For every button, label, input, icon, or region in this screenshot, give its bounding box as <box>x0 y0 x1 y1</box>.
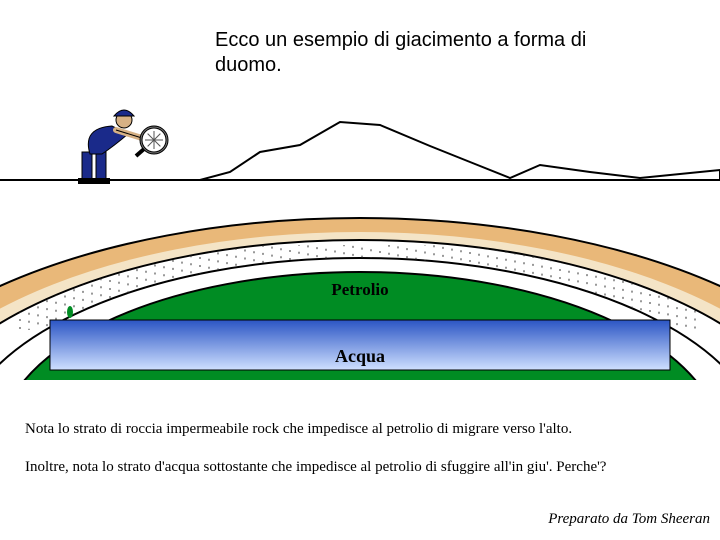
dome-diagram <box>0 100 720 380</box>
petroleum-label: Petrolio <box>0 280 720 300</box>
geologist-figure <box>78 110 167 184</box>
oil-drip <box>67 306 73 318</box>
note-caprock: Nota lo strato di roccia impermeabile ro… <box>25 420 705 439</box>
note-water: Inoltre, nota lo strato d'acqua sottosta… <box>25 458 705 477</box>
water-label: Acqua <box>0 346 720 367</box>
credit-line: Preparato da Tom Sheeran <box>548 511 710 528</box>
title-text: Ecco un esempio di giacimento a forma di… <box>215 28 595 78</box>
